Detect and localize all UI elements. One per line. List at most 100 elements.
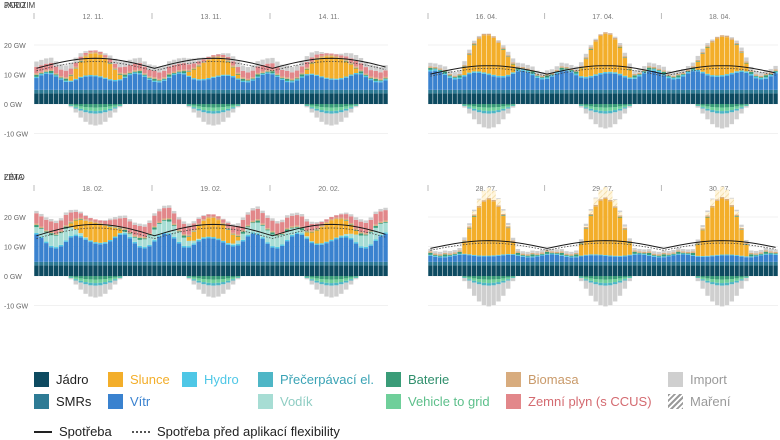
bar-segment-neg-import xyxy=(319,284,324,294)
bar-segment-nuclear xyxy=(230,265,236,276)
bar-segment-hydrogen xyxy=(157,223,162,236)
bar-segment-solar xyxy=(226,229,231,243)
consumption-before-flex-line xyxy=(36,61,386,72)
bar-segment-neg-v2g xyxy=(598,107,603,111)
bar-segment-import xyxy=(314,51,319,55)
bar-segment-smr xyxy=(472,89,477,94)
bar-segment-hydro xyxy=(334,237,339,240)
bar-segment-biomass xyxy=(122,73,128,75)
bar-segment-hydro xyxy=(549,253,555,255)
bar-segment-hydro xyxy=(122,233,128,235)
bar-segment-battery xyxy=(34,74,39,77)
bar-segment-smr xyxy=(583,89,589,94)
bar-segment-neg-import xyxy=(603,113,608,129)
bar-segment-battery xyxy=(63,78,69,81)
bar-segment-neg-battery xyxy=(334,104,339,108)
bar-segment-smr xyxy=(515,89,521,94)
bar-segment-smr xyxy=(442,261,448,266)
bar-segment-gas xyxy=(216,216,221,219)
bar-segment-hydro xyxy=(216,75,221,77)
bar-segment-import xyxy=(685,66,691,70)
bar-segment-import xyxy=(78,211,83,214)
bar-segment-biomass xyxy=(176,70,182,72)
bar-segment-nuclear xyxy=(235,265,241,276)
bar-segment-import xyxy=(549,248,555,252)
day-label: 13. 11. xyxy=(201,14,222,21)
bar-segment-neg-import xyxy=(700,108,705,114)
bar-segment-solar xyxy=(724,37,730,75)
bar-segment-nuclear xyxy=(240,93,246,104)
bar-segment-smr xyxy=(729,89,734,94)
bar-segment-smr xyxy=(162,89,167,94)
bar-segment-wind xyxy=(245,236,251,262)
bar-segment-wind xyxy=(598,74,603,90)
bar-segment-wind xyxy=(491,256,496,262)
bar-segment-hydro xyxy=(540,254,545,256)
bar-segment-wind xyxy=(773,254,778,262)
bar-segment-neg-v2g xyxy=(700,105,705,108)
bar-segment-import xyxy=(68,209,74,213)
bar-segment-neg-pumped xyxy=(734,108,739,111)
bar-segment-gas xyxy=(68,212,74,222)
bar-segment-nuclear xyxy=(132,265,137,276)
bar-segment-smr xyxy=(656,89,662,94)
bar-segment-wind xyxy=(622,77,628,90)
bar-segment-nuclear xyxy=(270,93,275,104)
bar-segment-battery xyxy=(549,252,555,254)
bar-segment-nuclear xyxy=(719,265,725,276)
bar-segment-wind xyxy=(447,77,453,90)
bar-segment-nuclear xyxy=(578,265,584,276)
bar-segment-hydro xyxy=(319,76,324,78)
bar-segment-gas xyxy=(324,219,329,222)
bar-segment-neg-pumped xyxy=(88,282,93,286)
bar-segment-nuclear xyxy=(98,265,103,276)
bar-segment-neg-v2g xyxy=(83,107,88,111)
bar-segment-hydro xyxy=(378,234,383,237)
bar-segment-import xyxy=(270,218,275,221)
bar-segment-hydro xyxy=(676,77,681,79)
legend-line-consumption xyxy=(34,430,52,433)
bar-segment-nuclear xyxy=(363,265,369,276)
bar-segment-wind xyxy=(608,256,613,262)
bar-segment-nuclear xyxy=(617,93,623,104)
bar-segment-battery xyxy=(442,71,448,74)
bar-segment-neg-battery xyxy=(598,276,603,280)
bar-segment-wind xyxy=(176,243,182,262)
bar-segment-neg-v2g xyxy=(83,279,88,283)
bar-segment-import xyxy=(147,220,152,223)
bar-segment-smr xyxy=(108,261,113,266)
legend-item-pumped-storage: Přečerpávací el. xyxy=(258,372,374,387)
bar-segment-neg-battery xyxy=(78,276,83,279)
bar-segment-neg-pumped xyxy=(319,282,324,285)
bar-segment-battery xyxy=(690,67,696,70)
bar-segment-neg-battery xyxy=(603,276,608,280)
bar-segment-solar xyxy=(705,217,710,256)
bar-segment-battery xyxy=(676,75,681,78)
bar-segment-wind xyxy=(299,77,305,90)
bar-segment-neg-pumped xyxy=(710,110,715,113)
bar-segment-solar xyxy=(627,243,632,255)
bar-segment-import xyxy=(157,208,162,212)
bar-segment-neg-pumped xyxy=(334,110,339,114)
bar-segment-hydro xyxy=(235,78,241,80)
bar-segment-nuclear xyxy=(117,93,123,104)
bar-segment-battery xyxy=(162,78,167,80)
bar-segment-nuclear xyxy=(348,93,354,104)
bar-segment-neg-battery xyxy=(578,104,584,105)
bar-segment-import xyxy=(758,72,764,76)
bar-segment-wind xyxy=(250,233,255,262)
bar-segment-neg-battery xyxy=(73,276,78,278)
bar-segment-smr xyxy=(103,89,108,94)
bar-segment-nuclear xyxy=(235,93,241,104)
bar-segment-biomass xyxy=(520,66,525,69)
bar-segment-biomass xyxy=(368,230,373,232)
bar-segment-neg-battery xyxy=(715,276,720,280)
bar-segment-neg-battery xyxy=(467,276,472,278)
day-label: 12. 11. xyxy=(83,14,104,21)
bar-segment-neg-pumped xyxy=(103,282,108,285)
consumption-line xyxy=(36,57,386,69)
bar-segment-hydro xyxy=(715,75,720,77)
bar-segment-import xyxy=(309,221,314,224)
bar-segment-gas xyxy=(117,218,123,228)
bar-segment-wind xyxy=(132,73,137,90)
